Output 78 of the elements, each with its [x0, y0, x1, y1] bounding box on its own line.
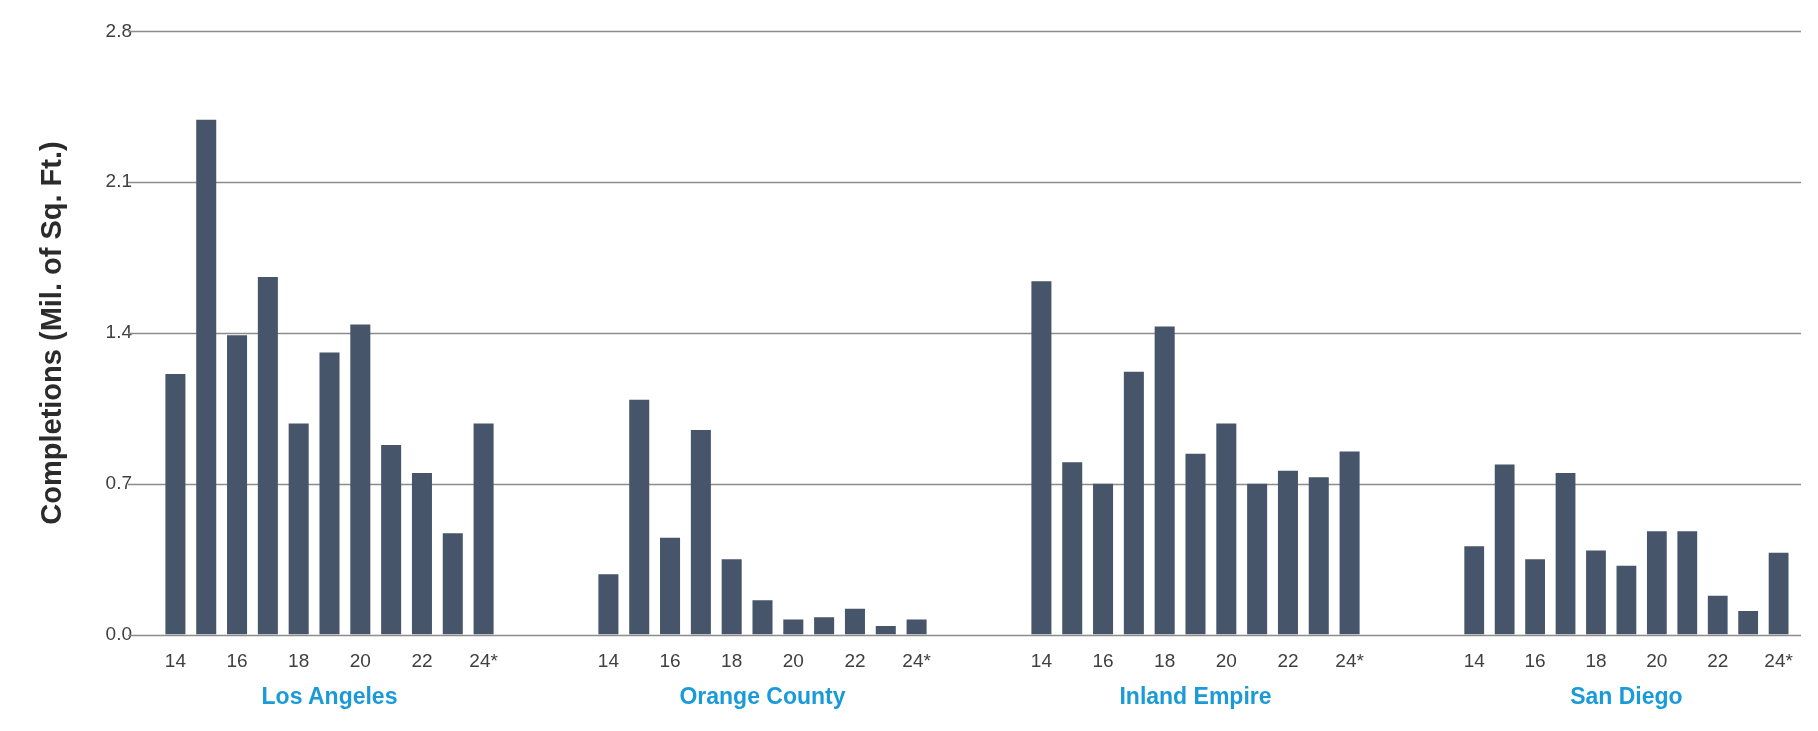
x-tick-label: 16	[226, 650, 248, 672]
bar	[1308, 477, 1329, 635]
x-tick-label: 16	[1524, 650, 1546, 672]
x-tick-label: 20	[1215, 650, 1237, 672]
bar	[1586, 550, 1606, 635]
x-tick-label: 14	[1463, 650, 1486, 672]
x-tick-label: 24*	[902, 650, 932, 672]
bar	[1031, 281, 1052, 635]
bar	[1707, 595, 1728, 635]
bar	[411, 473, 432, 635]
bar	[783, 619, 804, 635]
x-tick-label: 16	[659, 650, 681, 672]
x-tick-label: 20	[349, 650, 371, 672]
x-axis-title: San Diego	[1570, 682, 1683, 709]
bar	[1525, 559, 1545, 635]
x-tick-label: 24*	[469, 650, 499, 672]
bar	[1768, 552, 1789, 635]
bar	[288, 423, 309, 635]
bar	[1616, 565, 1637, 635]
bar	[1339, 451, 1360, 635]
y-axis-title: Completions (Mil. of Sq. Ft.)	[35, 141, 68, 525]
x-tick-label: 14	[597, 650, 620, 672]
bar	[1093, 483, 1114, 635]
bar	[906, 619, 927, 635]
x-axis-title: Los Angeles	[261, 682, 398, 709]
bar	[1062, 462, 1083, 635]
y-tick-label: 0.7	[105, 472, 132, 494]
bar	[598, 574, 619, 635]
bar	[1555, 473, 1576, 635]
bar	[227, 335, 248, 635]
y-tick-label: 1.4	[105, 321, 133, 343]
bar	[257, 276, 278, 635]
bar	[1464, 546, 1485, 635]
x-tick-label: 24*	[1764, 650, 1794, 672]
y-tick-label: 0.0	[105, 622, 132, 644]
x-tick-label: 18	[721, 650, 743, 672]
bar	[690, 429, 711, 635]
bar	[1185, 453, 1206, 635]
bar	[1494, 464, 1515, 635]
x-tick-label: 22	[1707, 650, 1729, 672]
x-tick-label: 14	[1030, 650, 1053, 672]
x-tick-label: 18	[1154, 650, 1176, 672]
x-axis-title: Inland Empire	[1119, 682, 1272, 709]
bar	[165, 373, 186, 635]
bar	[1677, 531, 1698, 635]
bar	[721, 559, 742, 635]
x-tick-label: 20	[782, 650, 804, 672]
bar	[844, 608, 865, 635]
bar	[350, 324, 371, 635]
x-tick-label: 20	[1646, 650, 1668, 672]
bar	[629, 399, 650, 635]
x-tick-label: 14	[164, 650, 187, 672]
bar	[319, 352, 340, 635]
x-axis-title: Orange County	[679, 682, 846, 709]
y-tick-label: 2.8	[105, 19, 132, 41]
bar	[1247, 483, 1268, 635]
bar	[1277, 470, 1298, 635]
bar	[473, 423, 494, 635]
x-tick-label: 24*	[1335, 650, 1365, 672]
bar	[1216, 423, 1237, 635]
x-tick-label: 22	[411, 650, 433, 672]
bar	[1154, 326, 1175, 635]
x-tick-label: 18	[288, 650, 310, 672]
y-tick-label: 2.1	[105, 170, 132, 192]
x-tick-label: 22	[1277, 650, 1299, 672]
x-tick-label: 18	[1585, 650, 1607, 672]
bar	[381, 445, 402, 635]
bar	[442, 533, 463, 635]
x-tick-label: 16	[1092, 650, 1114, 672]
bar	[660, 537, 681, 635]
bar	[1646, 531, 1667, 635]
bar	[1123, 371, 1144, 635]
bar	[875, 625, 896, 635]
bar	[1738, 610, 1759, 635]
bar	[814, 617, 835, 635]
x-tick-label: 22	[844, 650, 866, 672]
bar	[196, 119, 217, 635]
bar	[752, 600, 773, 635]
